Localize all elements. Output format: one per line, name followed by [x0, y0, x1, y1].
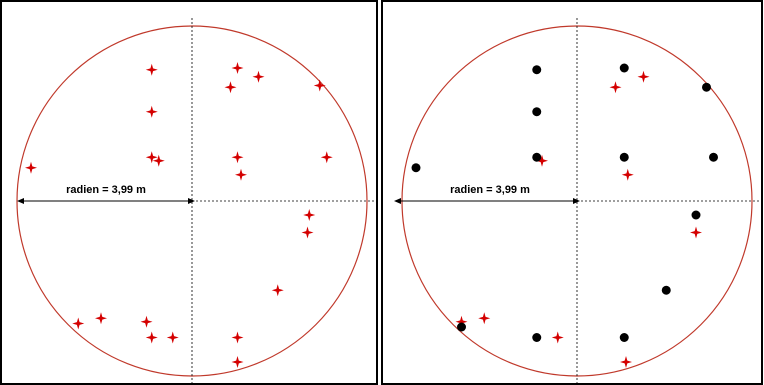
radius-arrow-right-icon — [188, 198, 195, 204]
star-marker-icon — [252, 70, 265, 83]
dot-marker-icon — [619, 152, 629, 162]
star-marker-icon — [320, 151, 333, 164]
star-marker-icon — [478, 312, 491, 325]
star-marker-icon — [551, 331, 564, 344]
star-marker-icon — [536, 154, 548, 167]
star-marker-icon — [637, 70, 650, 83]
star-marker-icon — [145, 331, 158, 344]
star-marker-icon — [231, 62, 244, 74]
dot-marker-icon — [661, 285, 671, 295]
star-marker-icon — [152, 154, 165, 167]
star-marker-icon — [231, 356, 244, 368]
panel-right: radien = 3,99 m — [381, 0, 763, 385]
star-marker-icon — [145, 151, 158, 164]
star-marker-icon — [313, 79, 326, 92]
panel-frame — [381, 0, 763, 385]
star-marker-icon — [72, 317, 85, 330]
dot-marker-icon — [619, 333, 629, 342]
dot-marker-icon — [411, 163, 421, 173]
radius-label: radien = 3,99 m — [66, 184, 146, 196]
star-marker-icon — [224, 81, 237, 94]
radius-label: radien = 3,99 m — [450, 184, 530, 196]
panel-left: radien = 3,99 m — [0, 0, 378, 385]
dot-marker-icon — [702, 82, 711, 92]
star-marker-icon — [690, 226, 702, 239]
radius-arrow-left-icon — [17, 198, 24, 204]
dot-marker-icon — [532, 107, 542, 117]
star-marker-icon — [231, 151, 244, 164]
dot-marker-icon — [532, 333, 542, 342]
dot-marker-icon — [691, 210, 701, 220]
star-marker-icon — [145, 63, 158, 76]
star-marker-icon — [25, 161, 37, 174]
star-marker-icon — [95, 312, 107, 325]
star-marker-icon — [166, 331, 179, 344]
star-marker-icon — [301, 226, 314, 239]
star-marker-icon — [235, 168, 247, 181]
dot-marker-icon — [532, 65, 542, 75]
star-marker-icon — [303, 209, 316, 221]
star-marker-icon — [455, 315, 468, 328]
dot-marker-icon — [532, 152, 542, 162]
marks-left — [25, 62, 333, 368]
star-marker-icon — [620, 356, 632, 368]
star-marker-icon — [140, 315, 153, 328]
marks-right — [411, 63, 718, 368]
star-marker-icon — [231, 331, 244, 344]
dot-marker-icon — [619, 63, 629, 73]
star-marker-icon — [609, 81, 622, 94]
radius-arrow-left-icon — [394, 198, 401, 204]
panel-frame — [0, 0, 378, 385]
star-marker-icon — [621, 168, 634, 181]
star-marker-icon — [145, 105, 158, 118]
star-marker-icon — [271, 284, 284, 297]
dot-marker-icon — [457, 322, 466, 332]
radius-arrow-right-icon — [573, 198, 580, 204]
dot-marker-icon — [709, 152, 718, 162]
